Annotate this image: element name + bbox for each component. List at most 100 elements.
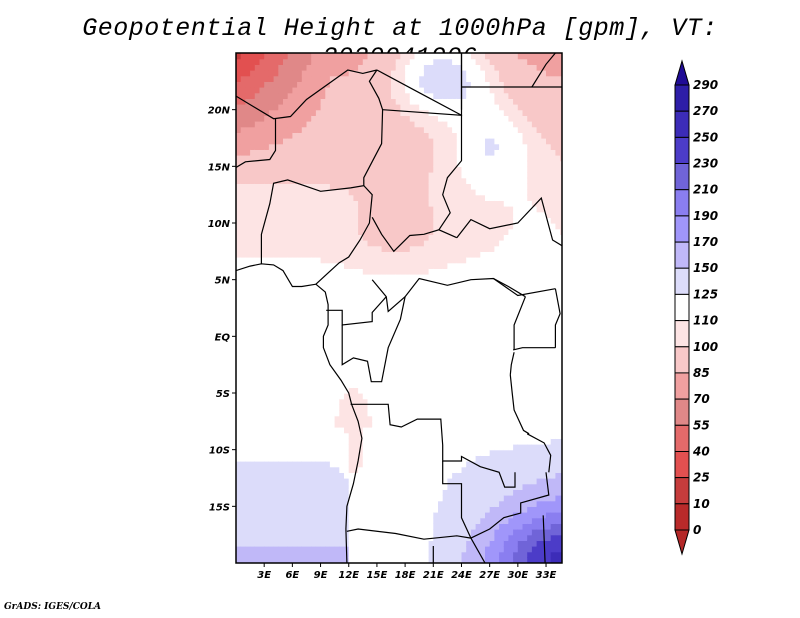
field-cell bbox=[329, 478, 336, 485]
field-cell bbox=[301, 149, 308, 156]
field-cell bbox=[447, 251, 453, 258]
field-cell bbox=[259, 449, 265, 456]
field-cell bbox=[391, 551, 397, 558]
field-cell bbox=[334, 370, 340, 377]
field-cell bbox=[391, 58, 397, 65]
field-cell bbox=[367, 121, 373, 128]
field-cell bbox=[461, 268, 467, 275]
field-cell bbox=[461, 262, 467, 269]
field-cell bbox=[475, 489, 481, 496]
field-cell bbox=[405, 143, 411, 150]
field-cell bbox=[456, 364, 463, 371]
field-cell bbox=[381, 393, 387, 400]
field-cell bbox=[381, 217, 387, 224]
field-cell bbox=[278, 449, 284, 456]
field-cell bbox=[315, 506, 322, 513]
field-cell bbox=[433, 296, 439, 303]
field-cell bbox=[414, 449, 420, 456]
field-cell bbox=[273, 529, 279, 536]
field-cell bbox=[466, 478, 472, 485]
field-cell bbox=[240, 121, 246, 128]
field-cell bbox=[442, 319, 448, 326]
field-cell bbox=[320, 291, 326, 298]
field-cell bbox=[485, 279, 491, 286]
field-cell bbox=[287, 336, 293, 343]
field-cell bbox=[386, 438, 392, 445]
field-cell bbox=[395, 92, 401, 99]
field-cell bbox=[423, 177, 430, 184]
field-cell bbox=[428, 194, 434, 201]
field-cell bbox=[409, 234, 416, 241]
field-cell bbox=[245, 132, 251, 139]
field-cell bbox=[301, 421, 308, 428]
field-cell bbox=[297, 98, 303, 105]
field-cell bbox=[475, 200, 481, 207]
field-cell bbox=[353, 432, 359, 439]
field-cell bbox=[320, 546, 326, 553]
field-cell bbox=[423, 364, 430, 371]
field-cell bbox=[447, 546, 453, 553]
field-cell bbox=[344, 478, 350, 485]
field-cell bbox=[489, 126, 495, 133]
field-cell bbox=[339, 58, 345, 65]
field-cell bbox=[376, 87, 383, 94]
field-cell bbox=[236, 466, 242, 473]
field-cell bbox=[381, 166, 387, 173]
field-cell bbox=[362, 512, 369, 519]
field-cell bbox=[301, 166, 308, 173]
field-cell bbox=[433, 517, 439, 524]
field-cell bbox=[348, 104, 354, 111]
field-cell bbox=[362, 353, 369, 360]
field-cell bbox=[489, 461, 495, 468]
field-cell bbox=[301, 189, 308, 196]
field-cell bbox=[259, 183, 265, 190]
field-cell bbox=[236, 370, 242, 377]
field-cell bbox=[423, 172, 430, 179]
field-cell bbox=[386, 336, 392, 343]
field-cell bbox=[409, 534, 416, 541]
field-cell bbox=[273, 381, 279, 388]
field-cell bbox=[405, 495, 411, 502]
field-cell bbox=[311, 172, 317, 179]
field-cell bbox=[311, 489, 317, 496]
field-cell bbox=[470, 347, 477, 354]
field-cell bbox=[400, 217, 406, 224]
field-cell bbox=[475, 551, 481, 558]
field-cell bbox=[423, 353, 430, 360]
field-cell bbox=[419, 234, 425, 241]
field-cell bbox=[320, 495, 326, 502]
field-cell bbox=[278, 410, 284, 417]
field-cell bbox=[306, 132, 312, 139]
field-cell bbox=[386, 53, 392, 60]
field-cell bbox=[287, 285, 293, 292]
field-cell bbox=[466, 517, 472, 524]
field-cell bbox=[358, 268, 364, 275]
field-cell bbox=[442, 347, 448, 354]
field-cell bbox=[283, 342, 289, 349]
field-cell bbox=[362, 489, 369, 496]
field-cell bbox=[315, 319, 322, 326]
field-cell bbox=[381, 461, 387, 468]
field-cell bbox=[250, 228, 256, 235]
field-cell bbox=[311, 319, 317, 326]
field-cell bbox=[283, 58, 289, 65]
field-cell bbox=[367, 330, 373, 337]
field-cell bbox=[348, 194, 354, 201]
field-cell bbox=[315, 449, 322, 456]
field-cell bbox=[447, 336, 453, 343]
field-cell bbox=[292, 455, 298, 462]
field-cell bbox=[315, 87, 322, 94]
field-cell bbox=[456, 421, 463, 428]
field-cell bbox=[423, 234, 430, 241]
field-cell bbox=[334, 398, 340, 405]
field-cell bbox=[372, 257, 378, 264]
field-cell bbox=[391, 500, 397, 507]
field-cell bbox=[409, 432, 416, 439]
field-cell bbox=[433, 438, 439, 445]
field-cell bbox=[264, 534, 270, 541]
field-cell bbox=[287, 274, 293, 281]
field-cell bbox=[240, 376, 246, 383]
field-cell bbox=[470, 149, 477, 156]
field-cell bbox=[405, 319, 411, 326]
field-cell bbox=[334, 98, 340, 105]
